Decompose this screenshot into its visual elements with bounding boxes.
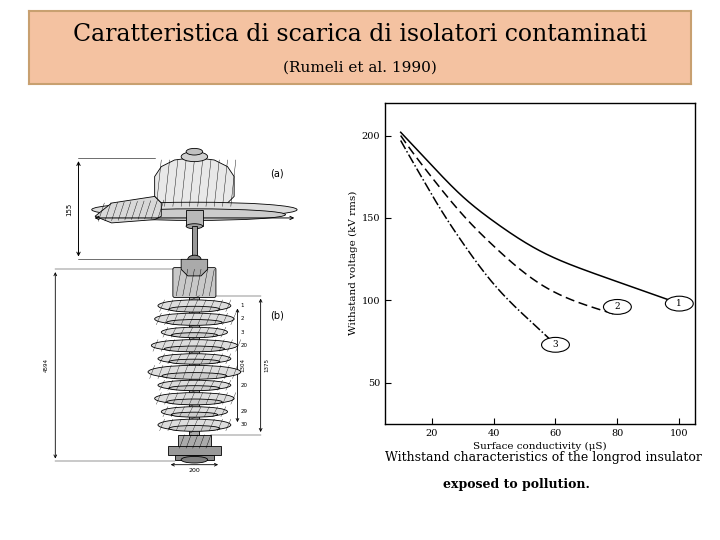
Ellipse shape xyxy=(181,456,207,463)
Ellipse shape xyxy=(186,148,203,155)
Ellipse shape xyxy=(166,320,222,325)
Bar xyxy=(189,296,199,435)
Bar xyxy=(178,435,211,448)
Circle shape xyxy=(603,300,631,314)
Polygon shape xyxy=(95,197,161,223)
Text: 30: 30 xyxy=(240,422,248,428)
Text: Caratteristica di scarica di isolatori contaminati: Caratteristica di scarica di isolatori c… xyxy=(73,23,647,45)
Text: 20: 20 xyxy=(240,383,248,388)
Ellipse shape xyxy=(166,399,222,405)
Bar xyxy=(168,447,221,455)
Ellipse shape xyxy=(104,209,285,220)
Y-axis label: Withstand voltage (kV rms): Withstand voltage (kV rms) xyxy=(348,191,358,335)
Text: 75: 75 xyxy=(192,457,197,462)
X-axis label: Surface conductivity (μS): Surface conductivity (μS) xyxy=(473,442,607,451)
Ellipse shape xyxy=(155,393,234,404)
Circle shape xyxy=(665,296,693,311)
Ellipse shape xyxy=(186,224,203,229)
Text: 1304: 1304 xyxy=(240,359,246,372)
Bar xyxy=(192,226,197,259)
Text: 20: 20 xyxy=(240,343,248,348)
Text: 1: 1 xyxy=(677,299,682,308)
Text: 3: 3 xyxy=(240,330,244,335)
FancyBboxPatch shape xyxy=(173,268,216,298)
Text: 200: 200 xyxy=(189,468,200,473)
Ellipse shape xyxy=(181,152,207,161)
Ellipse shape xyxy=(91,202,297,217)
Text: 4594: 4594 xyxy=(44,359,49,372)
Text: (Rumeli et al. 1990): (Rumeli et al. 1990) xyxy=(283,60,437,75)
Ellipse shape xyxy=(169,386,220,390)
Ellipse shape xyxy=(158,300,231,312)
Text: 250: 250 xyxy=(188,223,201,229)
Ellipse shape xyxy=(169,359,220,364)
Polygon shape xyxy=(181,259,207,276)
Text: (b): (b) xyxy=(271,311,284,321)
Ellipse shape xyxy=(148,366,240,379)
Ellipse shape xyxy=(171,333,217,338)
Ellipse shape xyxy=(164,346,225,352)
Polygon shape xyxy=(155,158,234,208)
Bar xyxy=(174,455,215,460)
Ellipse shape xyxy=(151,340,238,351)
Text: (a): (a) xyxy=(271,168,284,179)
Ellipse shape xyxy=(161,327,228,337)
Ellipse shape xyxy=(158,419,231,431)
Text: 155: 155 xyxy=(66,203,72,217)
Text: 29: 29 xyxy=(240,409,248,414)
Text: 2: 2 xyxy=(615,302,620,312)
Ellipse shape xyxy=(171,412,217,417)
Text: 3: 3 xyxy=(553,340,558,349)
Text: 1: 1 xyxy=(240,303,244,308)
Text: Withstand characteristics of the longrod insulator: Withstand characteristics of the longrod… xyxy=(385,451,702,464)
Ellipse shape xyxy=(158,354,231,363)
Ellipse shape xyxy=(158,380,231,390)
Text: 2: 2 xyxy=(240,316,244,321)
Ellipse shape xyxy=(169,426,220,431)
Text: 1375: 1375 xyxy=(264,359,269,372)
Ellipse shape xyxy=(155,313,234,325)
Text: exposed to pollution.: exposed to pollution. xyxy=(443,478,590,491)
Bar xyxy=(186,210,203,226)
Ellipse shape xyxy=(162,373,227,379)
Ellipse shape xyxy=(161,407,228,417)
Circle shape xyxy=(541,338,570,352)
Ellipse shape xyxy=(188,255,201,264)
Ellipse shape xyxy=(169,306,220,312)
